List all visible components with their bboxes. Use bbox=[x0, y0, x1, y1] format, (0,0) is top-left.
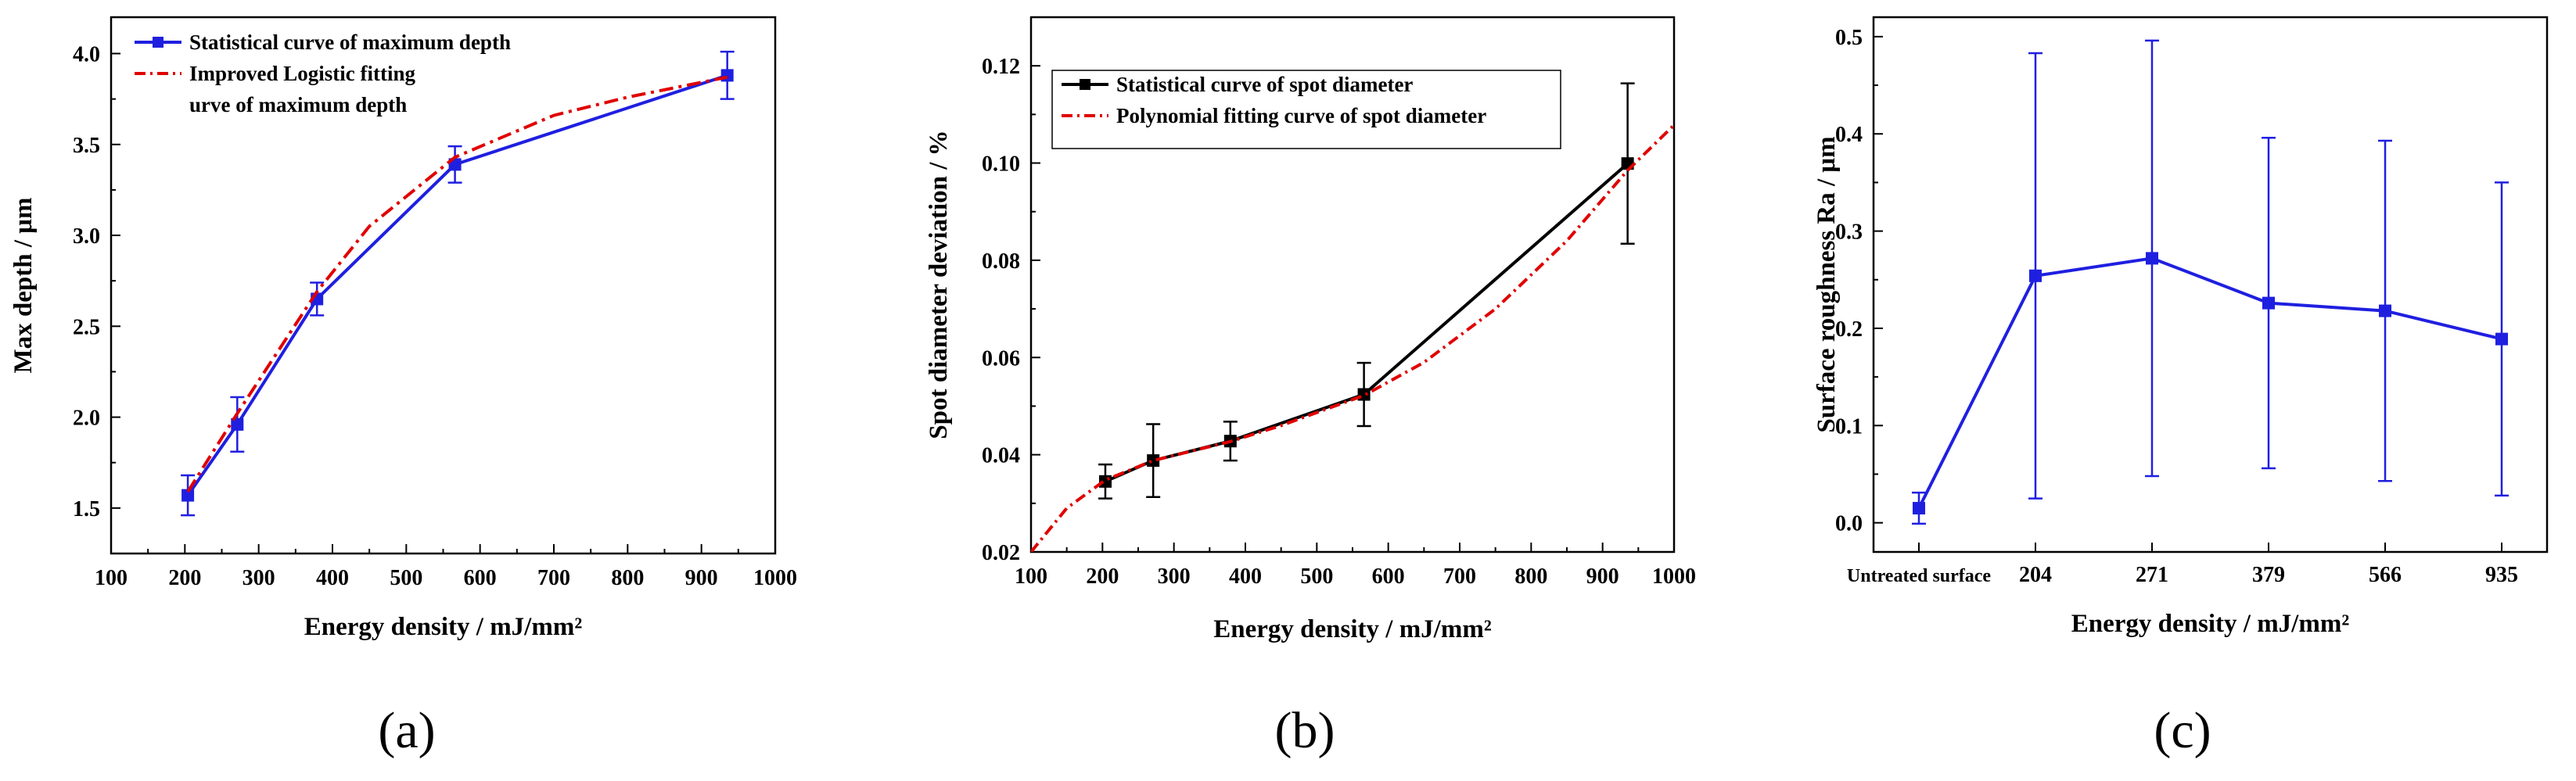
x-tick-label: 200 bbox=[1086, 564, 1119, 589]
x-tick-label: 1000 bbox=[753, 566, 797, 590]
statistical-curve-line bbox=[186, 73, 728, 496]
legend-label: Polynomial fitting curve of spot diamete… bbox=[1116, 104, 1486, 127]
data-point-marker bbox=[231, 417, 244, 431]
panel-b: 100 200 300 400 500 600 700 800 900 1000 0.02 0.04 0… bbox=[925, 16, 1696, 759]
series-0 bbox=[1912, 39, 2509, 525]
y-tick-label: 3.5 bbox=[73, 134, 100, 158]
x-tick-label: 204 bbox=[2019, 563, 2052, 587]
y-tick-label: 0.12 bbox=[982, 55, 1020, 79]
x-tick-label: 800 bbox=[611, 566, 644, 590]
data-point-marker bbox=[2146, 252, 2158, 265]
y-tick-label: 0.08 bbox=[982, 249, 1020, 274]
x-tick-label: 500 bbox=[390, 566, 422, 590]
legend: Statistical curve of spot diameter Polyno… bbox=[1051, 70, 1561, 149]
x-axis-label: Energy density / mJ/mm² bbox=[2071, 610, 2350, 638]
statistical-curve-line bbox=[1917, 256, 2502, 509]
y-axis-label: Spot diameter deviation / % bbox=[925, 130, 953, 439]
y-tick-label: 0.02 bbox=[982, 541, 1020, 565]
legend-label: Improved Logistic fitting bbox=[189, 62, 415, 85]
x-tick-label: 300 bbox=[1158, 564, 1191, 589]
y-tick-label: 0.5 bbox=[1835, 26, 1863, 50]
legend-swatch-marker bbox=[153, 37, 163, 48]
legend-swatch-marker bbox=[1080, 79, 1090, 90]
x-tick-label: 600 bbox=[464, 566, 497, 590]
data-point-marker bbox=[2495, 332, 2508, 346]
y-tick-label: 0.06 bbox=[982, 346, 1020, 371]
y-tick-label: 1.5 bbox=[73, 497, 100, 521]
legend-label: Statistical curve of maximum depth bbox=[189, 30, 511, 54]
x-tick-label: Untreated surface bbox=[1847, 566, 1992, 586]
data-point-marker bbox=[1357, 388, 1371, 401]
y-tick-label: 0.1 bbox=[1835, 414, 1863, 439]
panel-a: 100 200 300 400 500 600 700 800 900 1000 1.5 2.0 2.5… bbox=[9, 16, 797, 759]
y-tick-label: 0.3 bbox=[1835, 220, 1863, 245]
x-tick-label: 900 bbox=[685, 566, 718, 590]
legend-label: Statistical curve of spot diameter bbox=[1116, 73, 1413, 96]
series-0 bbox=[181, 50, 735, 517]
data-point-marker bbox=[1147, 454, 1160, 468]
series-1 bbox=[1031, 124, 1674, 552]
y-tick-label: 3.0 bbox=[73, 224, 100, 249]
x-axis-label: Energy density / mJ/mm² bbox=[304, 613, 583, 641]
x-tick-label: 400 bbox=[316, 566, 349, 590]
y-tick-label: 0.4 bbox=[1835, 123, 1863, 147]
y-tick-label: 0.2 bbox=[1835, 317, 1863, 342]
x-tick-label: 900 bbox=[1586, 564, 1619, 589]
x-tick-label: 200 bbox=[168, 566, 201, 590]
x-tick-label: 800 bbox=[1514, 564, 1547, 589]
x-tick-label: 935 bbox=[2485, 563, 2518, 587]
data-point-marker bbox=[2379, 304, 2391, 317]
x-tick-label: 700 bbox=[1443, 564, 1476, 589]
x-tick-label: 379 bbox=[2252, 563, 2285, 587]
panel-label: (c) bbox=[2154, 702, 2211, 759]
y-axis-label: Surface roughness Ra / μm bbox=[1813, 136, 1841, 432]
y-tick-label: 0.10 bbox=[982, 152, 1020, 177]
y-tick-label: 0.04 bbox=[982, 444, 1020, 468]
y-tick-label: 2.5 bbox=[73, 315, 100, 339]
x-tick-label: 500 bbox=[1300, 564, 1333, 589]
statistical-curve-line bbox=[1105, 162, 1629, 483]
data-point-marker bbox=[2262, 296, 2275, 310]
y-tick-label: 0.0 bbox=[1835, 512, 1863, 536]
x-tick-label: 400 bbox=[1229, 564, 1262, 589]
x-tick-label: 271 bbox=[2136, 563, 2168, 587]
x-axis-label: Energy density / mJ/mm² bbox=[1213, 615, 1492, 643]
data-point-marker bbox=[1913, 502, 1925, 515]
legend-label-line2: urve of maximum depth bbox=[189, 93, 407, 116]
x-tick-label: 1000 bbox=[1652, 564, 1696, 589]
x-tick-label: 700 bbox=[537, 566, 570, 590]
legend: Statistical curve of maximum depth Improv… bbox=[135, 30, 511, 116]
x-tick-label: 566 bbox=[2369, 563, 2402, 587]
x-tick-label: 100 bbox=[95, 566, 128, 590]
x-tick-label: 600 bbox=[1372, 564, 1405, 589]
y-axis-label: Max depth / μm bbox=[9, 198, 38, 374]
panel-label: (a) bbox=[378, 702, 435, 759]
fit-curve-line bbox=[1031, 124, 1674, 552]
data-point-marker bbox=[2029, 269, 2042, 282]
y-tick-label: 2.0 bbox=[73, 407, 100, 431]
x-tick-label: 300 bbox=[243, 566, 275, 590]
x-tick-label: 100 bbox=[1015, 564, 1047, 589]
panel-label: (b) bbox=[1275, 702, 1335, 759]
legend-box bbox=[1051, 70, 1561, 149]
data-point-marker bbox=[181, 489, 195, 502]
panel-c: Untreated surface 204 271 379 566 935 0.0 0.1 0.… bbox=[1813, 16, 2549, 759]
fit-curve-line bbox=[186, 75, 728, 493]
plot-frame bbox=[1872, 16, 2549, 554]
data-point-marker bbox=[720, 69, 734, 82]
y-tick-label: 4.0 bbox=[73, 43, 100, 67]
series-1 bbox=[186, 75, 728, 493]
